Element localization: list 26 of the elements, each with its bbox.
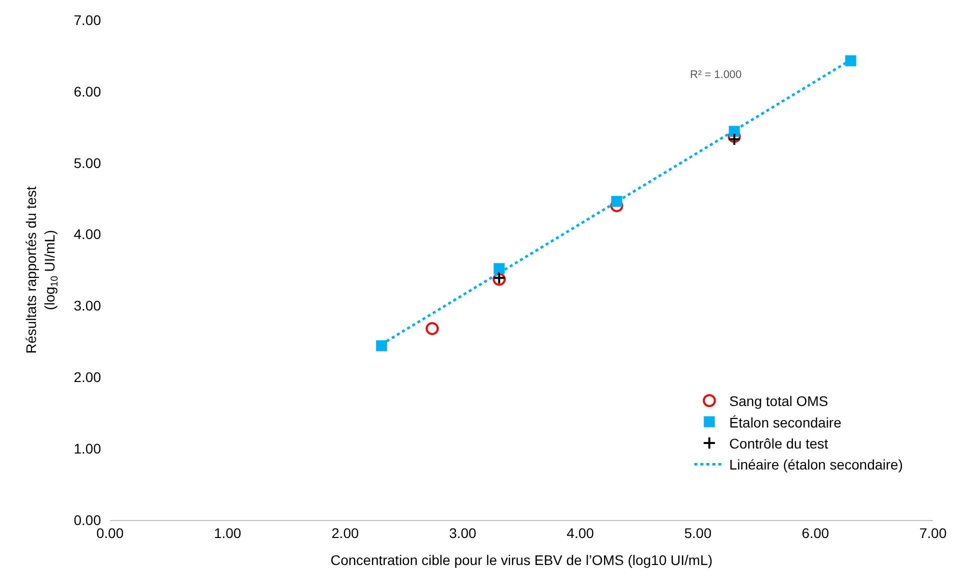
point [494,263,505,274]
x-tick-label: 6.00 [802,524,830,541]
y-tick-label: 3.00 [74,298,102,314]
x-tick-label: 7.00 [919,524,947,541]
point [728,132,741,146]
point [376,340,388,352]
y-tick-label: 2.00 [74,369,102,386]
y-tick-label: 1.00 [74,440,102,456]
x-tick-label: 4.00 [566,524,594,541]
y-tick-label: 7.00 [74,12,102,28]
y-tick-label: 4.00 [74,226,102,242]
x-tick-label: 5.00 [684,524,712,541]
legend-label: Sang total OMS [729,393,828,410]
legend-label: Linéaire (étalon secondaire) [729,456,903,473]
point [611,196,622,207]
x-tick-label: 2.00 [332,524,359,541]
legend-label: Contrôle du test [729,435,828,452]
x-tick-label: 3.00 [449,524,477,541]
x-tick-label: 1.00 [214,524,242,541]
legend-label: Étalon secondaire [729,414,842,430]
y-tick-label: 5.00 [74,154,102,171]
point [426,322,439,336]
annotation: R² = 1.000 [690,69,742,81]
point [845,55,856,66]
y-tick-label: 6.00 [74,83,102,100]
x-axis-title: Concentration cible pour le virus EBV de l’OMS (log10 UI/mL) [330,552,713,568]
